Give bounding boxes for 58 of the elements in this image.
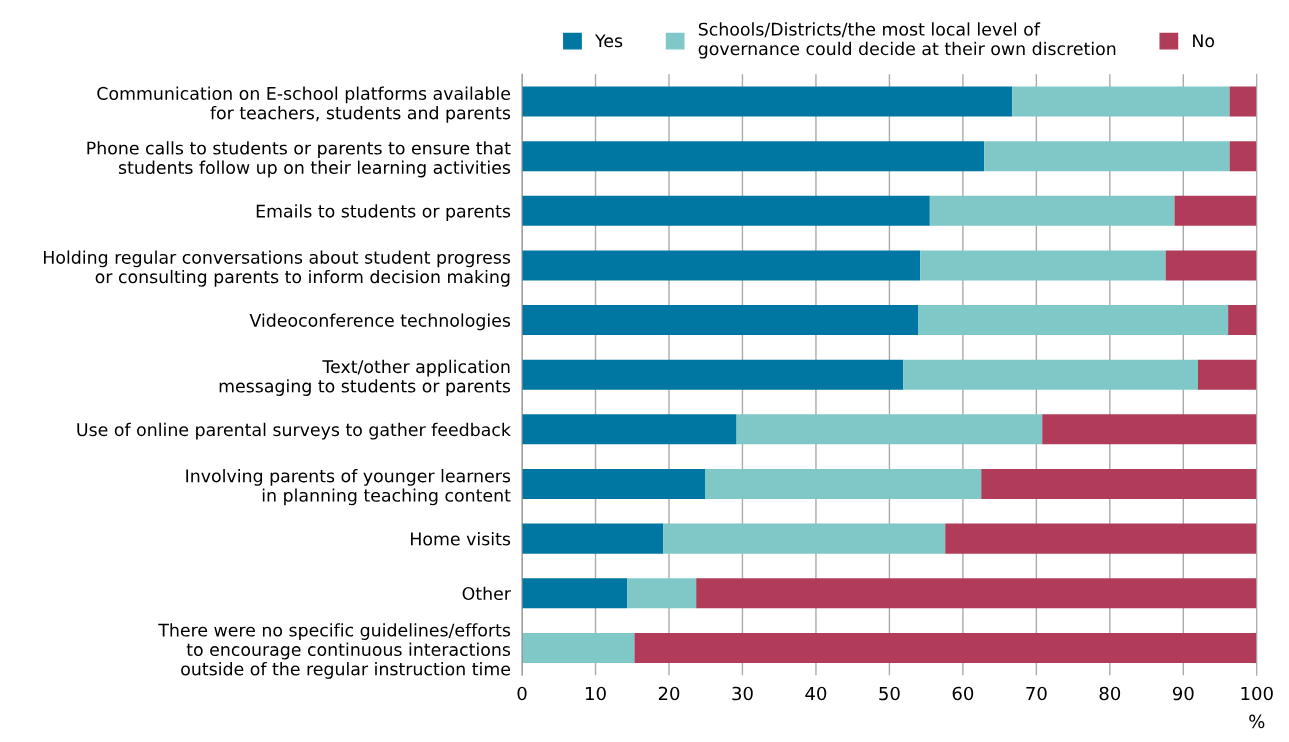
bar xyxy=(522,578,628,609)
bar xyxy=(1042,414,1257,445)
bar xyxy=(1165,250,1257,281)
bar xyxy=(918,305,1229,336)
bar xyxy=(920,250,1166,281)
bar xyxy=(981,468,1257,500)
x-tick-label: 10 xyxy=(586,686,606,701)
legend-label: No xyxy=(1193,34,1215,48)
y-tick-label: Text/other application messaging to students or parents xyxy=(219,359,511,396)
x-tick-label: 60 xyxy=(952,686,974,701)
bar xyxy=(903,359,1198,390)
x-tick-label: 40 xyxy=(805,686,827,701)
y-tick-label: Communication on E-school platforms available for teachers, students and parents xyxy=(97,86,511,123)
y-tick-label: Emails to students or parents xyxy=(256,204,511,221)
y-tick-label: Home visits xyxy=(411,532,511,546)
x-tick-label: 50 xyxy=(879,686,900,701)
x-axis-title: % xyxy=(1249,714,1265,729)
bar xyxy=(1228,305,1257,336)
bar xyxy=(522,632,635,663)
bar xyxy=(1198,359,1257,390)
legend-label: Yes xyxy=(595,34,623,48)
x-tick-label: 30 xyxy=(732,686,753,701)
bar xyxy=(522,414,737,445)
x-tick-label: 100 xyxy=(1241,686,1273,701)
bar xyxy=(1229,141,1257,172)
bar xyxy=(522,359,904,390)
bar xyxy=(522,250,921,281)
bar xyxy=(736,414,1043,445)
x-tick-label: 90 xyxy=(1172,686,1194,701)
y-tick-label: Involving parents of younger learners in planning teaching content xyxy=(186,468,511,506)
bar xyxy=(522,195,930,226)
bar xyxy=(663,523,946,554)
bar xyxy=(634,632,1257,663)
y-tick-label: Holding regular conversations about student progress or consulting parents to inform decision making xyxy=(43,250,511,287)
bar xyxy=(704,468,982,500)
bar xyxy=(522,468,705,500)
y-tick-label: Use of online parental surveys to gather feedback xyxy=(77,422,511,440)
legend-label: Schools/Districts/the most local level of governance could decide at their own discretion xyxy=(698,22,1116,59)
bar xyxy=(696,578,1257,609)
bar xyxy=(522,141,985,172)
bar xyxy=(1229,86,1257,117)
bar xyxy=(522,86,1013,117)
bar xyxy=(984,141,1230,172)
y-tick-label: Phone calls to students or parents to ensure that students follow up on their learning activities xyxy=(87,141,511,178)
x-tick-label: 20 xyxy=(658,686,680,701)
y-tick-label: There were no specific guidelines/efforts to encourage continuous interactions outside of the regular instruction time xyxy=(158,623,511,679)
x-tick-label: 70 xyxy=(1026,686,1047,701)
x-tick-label: 80 xyxy=(1099,686,1121,701)
bar xyxy=(1174,195,1257,226)
x-tick-label: 0 xyxy=(517,686,527,701)
y-tick-label: Other xyxy=(462,586,511,601)
bar xyxy=(945,523,1257,554)
bar xyxy=(1012,86,1230,117)
y-tick-label: Videoconference technologies xyxy=(249,313,511,331)
bar xyxy=(627,578,697,609)
bar xyxy=(522,523,664,554)
bar xyxy=(929,195,1175,226)
bar xyxy=(522,305,919,336)
